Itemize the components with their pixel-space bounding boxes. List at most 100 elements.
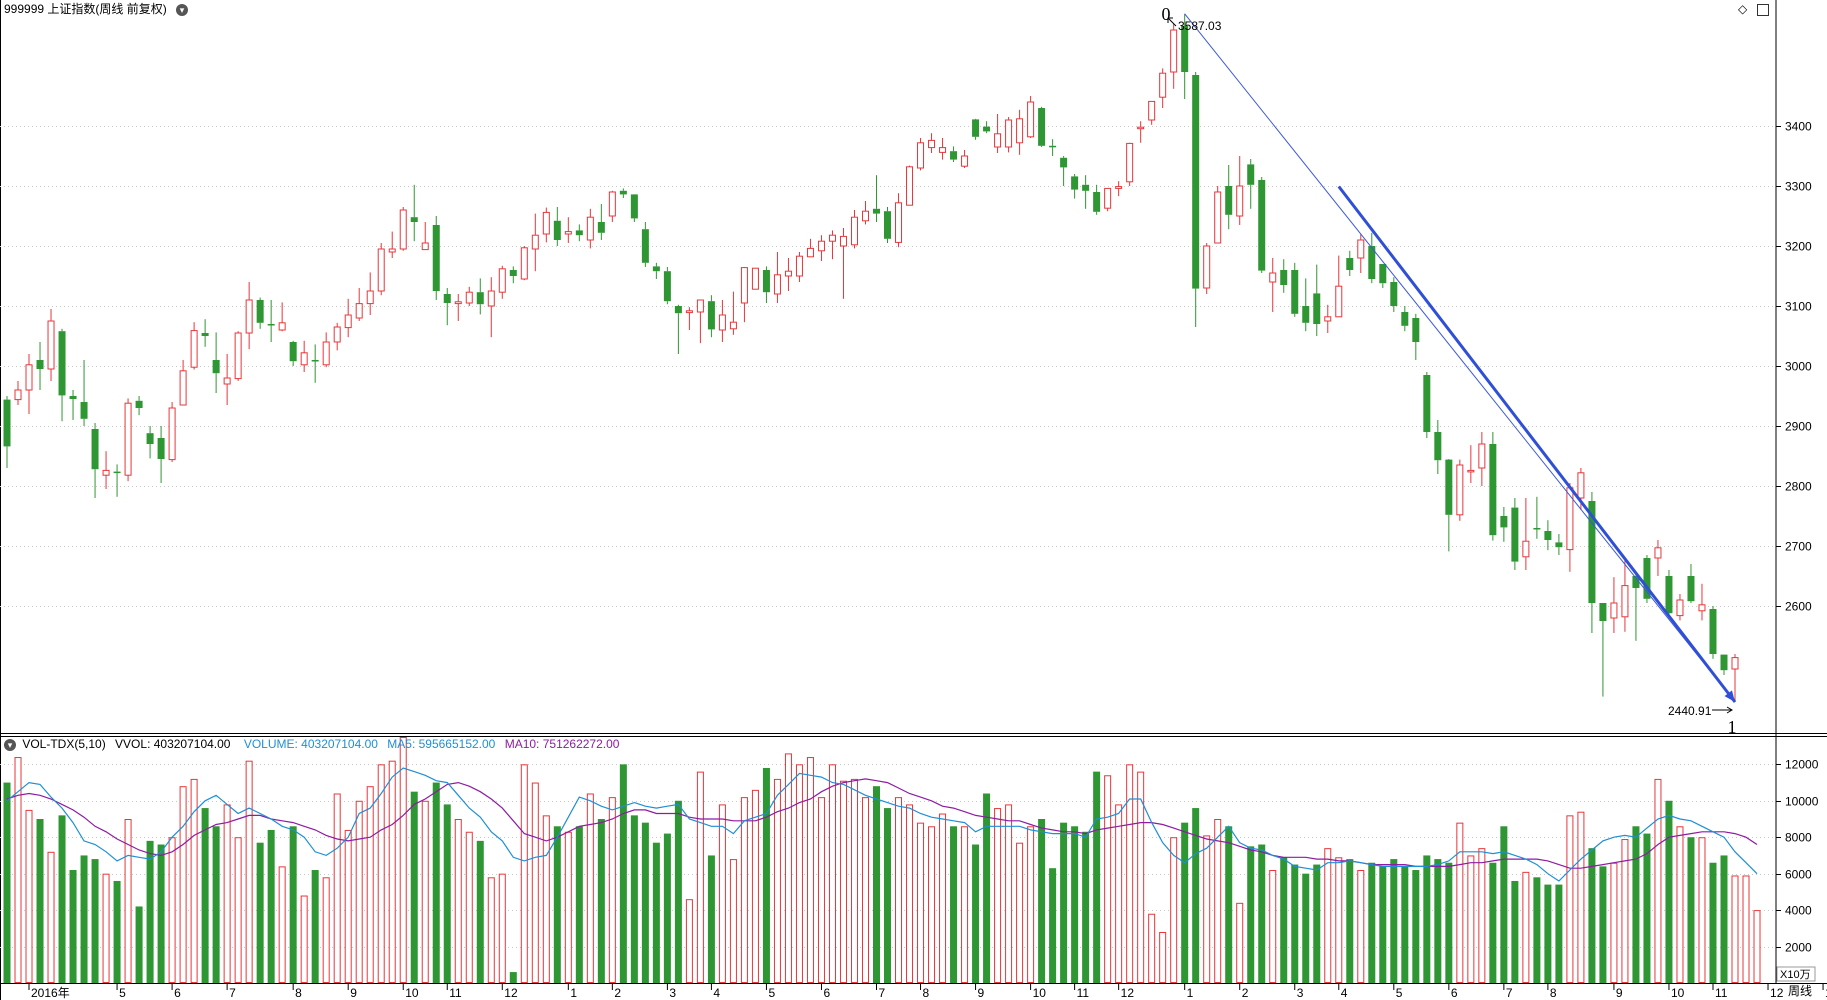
time-tick-label: 11 [1077, 986, 1090, 1000]
candle-body [685, 310, 693, 314]
period-label[interactable]: 周线 [1788, 984, 1812, 998]
volume-bar [1489, 862, 1497, 983]
candle-body [718, 314, 726, 331]
chart-title-bar[interactable]: 999999 上证指数(周线 前复权) ▾ [4, 2, 194, 16]
diamond-icon[interactable]: ◇ [1738, 2, 1748, 16]
candle-body [256, 300, 264, 323]
price-tick-label: 2700 [1785, 540, 1812, 554]
candle [1698, 583, 1706, 621]
volume-bar [234, 837, 242, 983]
trend-lines[interactable] [1184, 13, 1737, 703]
volume-unit-box [1776, 966, 1816, 982]
volume-bar [1654, 778, 1662, 984]
candle-body [861, 210, 869, 222]
volume-bar [1423, 855, 1431, 983]
volume-bar [1093, 771, 1101, 983]
candle [1269, 258, 1277, 312]
top-right-toolbar: ◇ [1738, 2, 1775, 16]
candle [663, 267, 671, 305]
candle [1489, 432, 1497, 541]
candle-body [1203, 245, 1211, 289]
candle-body [906, 166, 914, 206]
time-tick-label: 12 [1121, 986, 1135, 1000]
candle [553, 207, 561, 246]
volume-bar [994, 808, 1002, 983]
volume-bar [839, 780, 847, 983]
volume-indicator-name[interactable]: VOL-TDX(5,10) [22, 737, 106, 751]
volume-bar [707, 855, 715, 983]
candle [972, 118, 980, 140]
candle-body [597, 222, 605, 233]
price-tick-label: 3000 [1785, 360, 1812, 374]
volume-bar [751, 789, 759, 983]
candle-body [157, 438, 165, 459]
volume-bar [300, 895, 308, 983]
time-tick-label: 3 [669, 986, 676, 1000]
candle [817, 235, 825, 261]
candle-body [25, 364, 33, 391]
candle-body [1225, 186, 1233, 215]
volume-bar [928, 826, 936, 983]
price-tick-label: 3400 [1785, 120, 1812, 134]
candle [1544, 520, 1552, 551]
chart-title[interactable]: 999999 上证指数(周线 前复权) [4, 2, 167, 16]
volume-bar [674, 800, 682, 983]
candle-body [950, 151, 958, 160]
time-tick-label: 7 [229, 986, 236, 1000]
chevron-down-icon[interactable]: ▾ [176, 4, 189, 16]
candle [1148, 100, 1156, 125]
candle [69, 390, 77, 420]
candle-body [36, 360, 44, 369]
candle [1720, 654, 1728, 675]
candle-body [1291, 270, 1299, 314]
candle [1511, 498, 1519, 570]
candle [1214, 186, 1222, 244]
candle [542, 207, 550, 243]
volume-bars [3, 737, 1761, 984]
candle-body [1544, 531, 1552, 540]
candle [795, 252, 803, 282]
volume-indicator-header[interactable]: ▾ VOL-TDX(5,10) VVOL: 403207104.00 VOLUM… [4, 737, 625, 751]
volume-bar [619, 764, 627, 983]
time-tick-label: 8 [1550, 986, 1557, 1000]
candle [1324, 304, 1332, 333]
candle-body [839, 235, 847, 247]
volume-bar [1478, 848, 1486, 984]
vvol-value: VVOL: 403207104.00 [115, 737, 231, 751]
candle-body [972, 119, 980, 137]
candle-body [443, 294, 451, 303]
volume-bar [1324, 848, 1332, 984]
candle-body [1423, 375, 1431, 432]
candle-body [1280, 270, 1288, 285]
volume-tick-label: 12000 [1785, 758, 1819, 772]
volume-bar [498, 873, 506, 984]
candle-body [641, 229, 649, 263]
candle-body [707, 301, 715, 330]
volume-bar [1192, 808, 1200, 983]
candle [333, 322, 341, 351]
time-tick-label: 7 [879, 986, 886, 1000]
candle [784, 258, 792, 291]
candle [1049, 139, 1057, 156]
candle [300, 340, 308, 372]
candle [190, 322, 198, 370]
candle-body [983, 126, 991, 132]
volume-bar [1016, 842, 1024, 984]
volume-bar [1049, 868, 1057, 983]
time-tick-label: 12 [504, 986, 518, 1000]
window-toggle-icon[interactable] [1756, 3, 1769, 16]
candle [1368, 232, 1376, 284]
time-tick-label: 1 [1187, 986, 1194, 1000]
candle [1247, 159, 1255, 209]
time-tick-label: 6 [823, 986, 830, 1000]
candle [994, 114, 1002, 153]
volume-bar [322, 877, 330, 983]
volume-bar [575, 826, 583, 983]
candle-body [1390, 282, 1398, 306]
chevron-down-icon[interactable]: ▾ [4, 739, 16, 751]
volume-bar [278, 866, 286, 984]
volume-bar [685, 899, 693, 984]
candle [1500, 507, 1508, 542]
volume-bar [895, 797, 903, 984]
